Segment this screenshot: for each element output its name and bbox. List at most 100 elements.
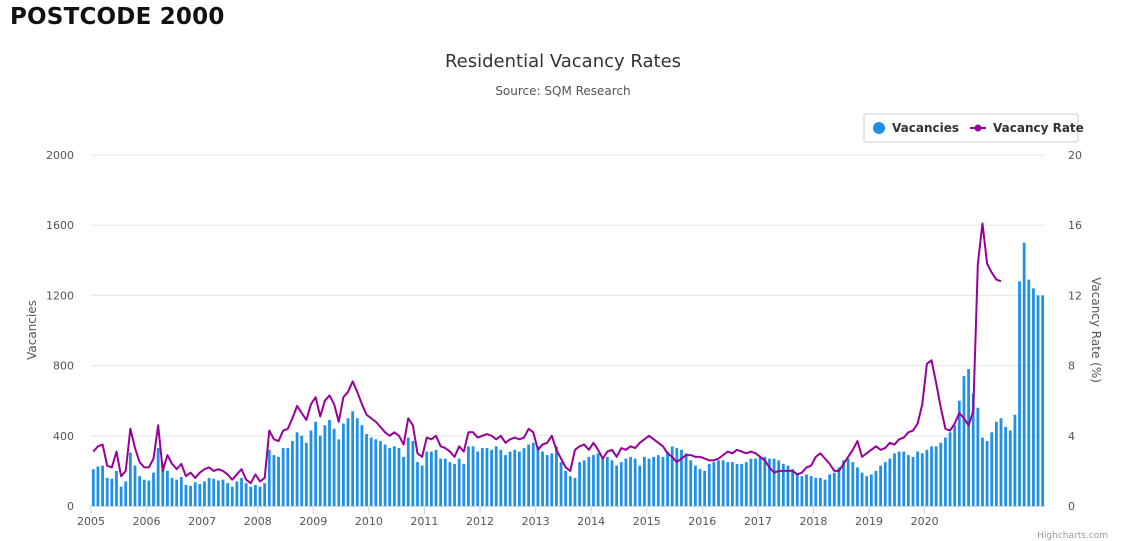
- vacancies-bar[interactable]: [115, 470, 118, 506]
- vacancies-bar[interactable]: [110, 478, 114, 506]
- vacancies-bar[interactable]: [1008, 430, 1012, 506]
- vacancies-bar[interactable]: [429, 451, 433, 506]
- vacancies-bar[interactable]: [675, 448, 679, 506]
- vacancies-bar[interactable]: [170, 477, 174, 506]
- vacancies-bar[interactable]: [800, 476, 804, 506]
- vacancies-bar[interactable]: [763, 456, 767, 506]
- vacancies-bar[interactable]: [277, 456, 280, 506]
- vacancies-bar[interactable]: [652, 456, 656, 506]
- vacancies-bar[interactable]: [179, 477, 183, 506]
- vacancies-bar[interactable]: [291, 441, 294, 506]
- vacancies-bar[interactable]: [573, 477, 577, 506]
- vacancies-bar[interactable]: [439, 458, 443, 506]
- vacancies-bar[interactable]: [300, 435, 304, 506]
- vacancies-bar[interactable]: [666, 451, 669, 506]
- vacancies-bar[interactable]: [712, 462, 716, 506]
- vacancies-bar[interactable]: [559, 462, 563, 506]
- vacancies-bar[interactable]: [656, 455, 660, 506]
- vacancies-bar[interactable]: [161, 463, 165, 506]
- legend[interactable]: Vacancies Vacancy Rate: [863, 113, 1084, 143]
- vacancies-bar[interactable]: [156, 448, 160, 506]
- vacancies-bar[interactable]: [582, 460, 586, 506]
- vacancies-bar[interactable]: [142, 479, 146, 506]
- vacancies-bar[interactable]: [638, 465, 642, 506]
- vacancies-bar[interactable]: [207, 477, 211, 506]
- vacancies-bar[interactable]: [670, 446, 674, 506]
- vacancies-bar[interactable]: [1013, 414, 1017, 506]
- vacancies-bar[interactable]: [216, 480, 220, 506]
- vacancies-bar[interactable]: [916, 451, 920, 506]
- vacancies-bar[interactable]: [819, 477, 822, 506]
- vacancies-bar[interactable]: [795, 474, 799, 506]
- vacancies-bar[interactable]: [661, 456, 665, 506]
- vacancies-bar[interactable]: [360, 425, 364, 506]
- vacancies-bar[interactable]: [994, 421, 998, 506]
- vacancies-bar[interactable]: [175, 479, 179, 506]
- vacancies-bar[interactable]: [91, 469, 95, 506]
- vacancies-bar[interactable]: [328, 420, 331, 506]
- vacancies-bar[interactable]: [934, 446, 938, 506]
- vacancies-bar[interactable]: [684, 453, 688, 506]
- vacancies-bar[interactable]: [531, 442, 535, 506]
- vacancies-bar[interactable]: [1032, 288, 1035, 506]
- vacancies-bar[interactable]: [138, 476, 142, 506]
- vacancies-bar[interactable]: [680, 449, 683, 506]
- vacancies-bar[interactable]: [318, 435, 322, 506]
- vacancies-bar[interactable]: [851, 462, 855, 506]
- vacancies-bar[interactable]: [619, 462, 623, 506]
- vacancies-bar[interactable]: [448, 462, 452, 506]
- vacancies-bar[interactable]: [309, 430, 313, 506]
- vacancies-bar[interactable]: [791, 469, 794, 506]
- vacancies-bar[interactable]: [342, 423, 345, 506]
- vacancies-bar[interactable]: [629, 456, 632, 506]
- vacancies-bar[interactable]: [605, 456, 609, 506]
- vacancies-bar[interactable]: [522, 448, 526, 506]
- vacancies-bar[interactable]: [754, 458, 757, 506]
- vacancies-bar[interactable]: [869, 474, 873, 506]
- vacancies-bar[interactable]: [365, 434, 368, 506]
- vacancies-bar[interactable]: [203, 481, 206, 506]
- vacancies-bar[interactable]: [990, 432, 994, 506]
- vacancies-bar[interactable]: [453, 463, 456, 506]
- vacancies-bar[interactable]: [346, 418, 350, 506]
- vacancies-bar[interactable]: [392, 446, 396, 506]
- vacancies-bar[interactable]: [332, 428, 336, 506]
- vacancies-bar[interactable]: [624, 458, 628, 506]
- vacancies-bar[interactable]: [906, 455, 910, 506]
- vacancies-bar[interactable]: [545, 455, 549, 506]
- vacancies-bar[interactable]: [860, 472, 864, 506]
- vacancies-bar[interactable]: [587, 456, 591, 506]
- vacancies-bar[interactable]: [128, 452, 132, 506]
- vacancies-bar[interactable]: [351, 411, 355, 506]
- vacancies-bar[interactable]: [490, 449, 493, 506]
- vacancies-bar[interactable]: [397, 448, 401, 506]
- vacancies-bar[interactable]: [962, 376, 966, 506]
- vacancies-bar[interactable]: [920, 453, 924, 506]
- vacancies-bar[interactable]: [550, 453, 554, 506]
- vacancies-bar[interactable]: [369, 437, 373, 506]
- vacancies-bar[interactable]: [374, 439, 378, 506]
- vacancies-bar[interactable]: [578, 462, 581, 506]
- vacancies-bar[interactable]: [226, 483, 230, 506]
- vacancies-bar[interactable]: [939, 442, 943, 506]
- vacancies-bar[interactable]: [517, 451, 521, 506]
- vacancies-bar[interactable]: [462, 463, 466, 506]
- vacancies-bar[interactable]: [610, 460, 614, 506]
- vacancies-bar[interactable]: [717, 460, 720, 506]
- vacancies-bar[interactable]: [888, 458, 892, 506]
- vacancies-bar[interactable]: [758, 456, 762, 506]
- vacancies-bar[interactable]: [499, 449, 503, 506]
- vacancies-bar[interactable]: [883, 462, 887, 506]
- vacancies-bar[interactable]: [434, 449, 438, 506]
- vacancy-rate-line[interactable]: [92, 222, 1002, 485]
- vacancies-bar[interactable]: [971, 393, 975, 506]
- vacancies-bar[interactable]: [592, 455, 595, 506]
- vacancies-bar[interactable]: [119, 486, 123, 506]
- vacancies-bar[interactable]: [777, 460, 781, 506]
- vacancies-bar[interactable]: [721, 460, 725, 506]
- vacancies-bar[interactable]: [698, 469, 702, 506]
- vacancies-bar[interactable]: [355, 418, 359, 506]
- vacancies-bar[interactable]: [976, 407, 980, 506]
- vacancies-bar[interactable]: [101, 465, 104, 506]
- vacancies-bar[interactable]: [735, 463, 739, 506]
